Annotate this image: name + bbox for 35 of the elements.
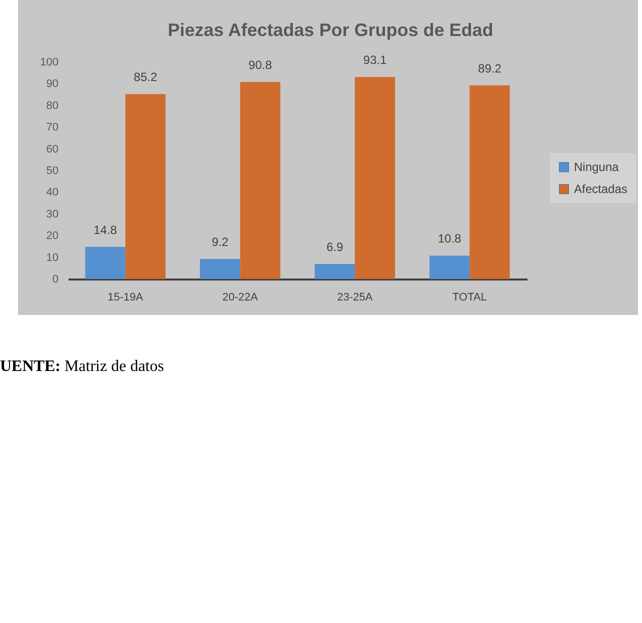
y-tick-label: 0 <box>52 274 58 286</box>
y-tick-label: 10 <box>46 252 58 264</box>
bar <box>240 82 280 279</box>
y-tick-label: 60 <box>46 143 58 156</box>
bar <box>429 256 470 279</box>
data-label: 9.2 <box>212 235 229 250</box>
bar <box>125 94 166 279</box>
bar <box>354 76 396 279</box>
y-tick-label: 50 <box>46 165 58 177</box>
data-label: 89.2 <box>478 61 502 76</box>
y-tick-label: 70 <box>46 122 58 134</box>
bar <box>314 264 355 279</box>
data-label: 10.8 <box>438 232 462 246</box>
bar <box>470 85 510 279</box>
legend-label: Ninguna <box>574 160 620 174</box>
data-label: 90.8 <box>248 58 272 72</box>
y-tick-label: 90 <box>46 78 58 90</box>
y-tick-label: 20 <box>46 230 58 242</box>
data-label: 14.8 <box>94 222 118 237</box>
data-label: 93.1 <box>363 52 387 67</box>
x-tick-label: 23-25A <box>337 292 374 304</box>
data-label: 6.9 <box>326 240 344 254</box>
bar <box>200 259 240 279</box>
bar <box>85 246 126 279</box>
y-tick-label: 100 <box>40 56 58 68</box>
x-tick-label: 15-19A <box>108 292 144 304</box>
data-label: 85.2 <box>134 70 158 84</box>
chart-title: Piezas Afectadas Por Grupos de Edad <box>168 20 494 40</box>
y-tick-label: 40 <box>46 186 58 199</box>
text: UENTE: Matriz de datos <box>0 358 164 376</box>
y-tick-label: 30 <box>46 208 58 220</box>
x-tick-label: 20-22A <box>222 292 259 304</box>
legend-label: Afectadas <box>574 182 628 196</box>
y-tick-label: 80 <box>46 100 58 112</box>
x-tick-label: TOTAL <box>452 292 487 304</box>
